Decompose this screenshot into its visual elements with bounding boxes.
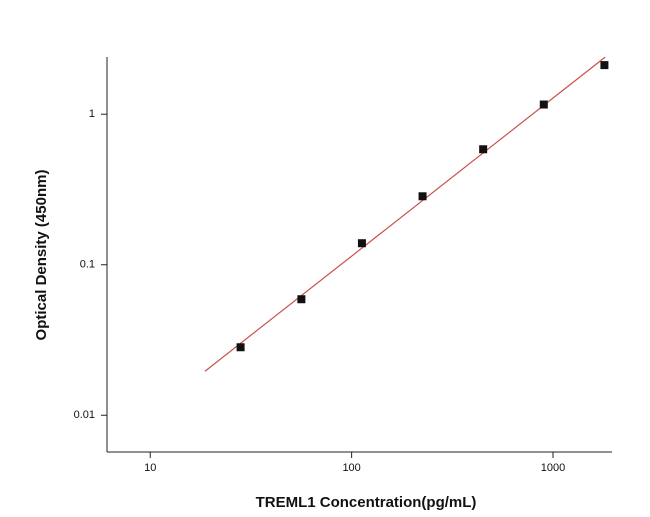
data-point [539,100,548,109]
data-point [479,145,488,154]
x-tick-label: 1000 [541,462,565,474]
data-point [236,343,245,352]
data-point [357,239,366,248]
y-tick-label: 0.1 [80,259,95,271]
x-tick-label: 100 [342,462,360,474]
y-tick-label: 1 [89,108,95,120]
data-point [600,61,609,70]
data-point [297,295,306,304]
fit-line [204,56,606,372]
x-axis-title: TREML1 Concentration(pg/mL) [256,494,477,511]
y-tick-label: 0.01 [74,409,95,421]
x-tick-label: 10 [144,462,156,474]
y-axis-title: Optical Density (450nm) [33,170,50,341]
data-point [418,192,427,201]
